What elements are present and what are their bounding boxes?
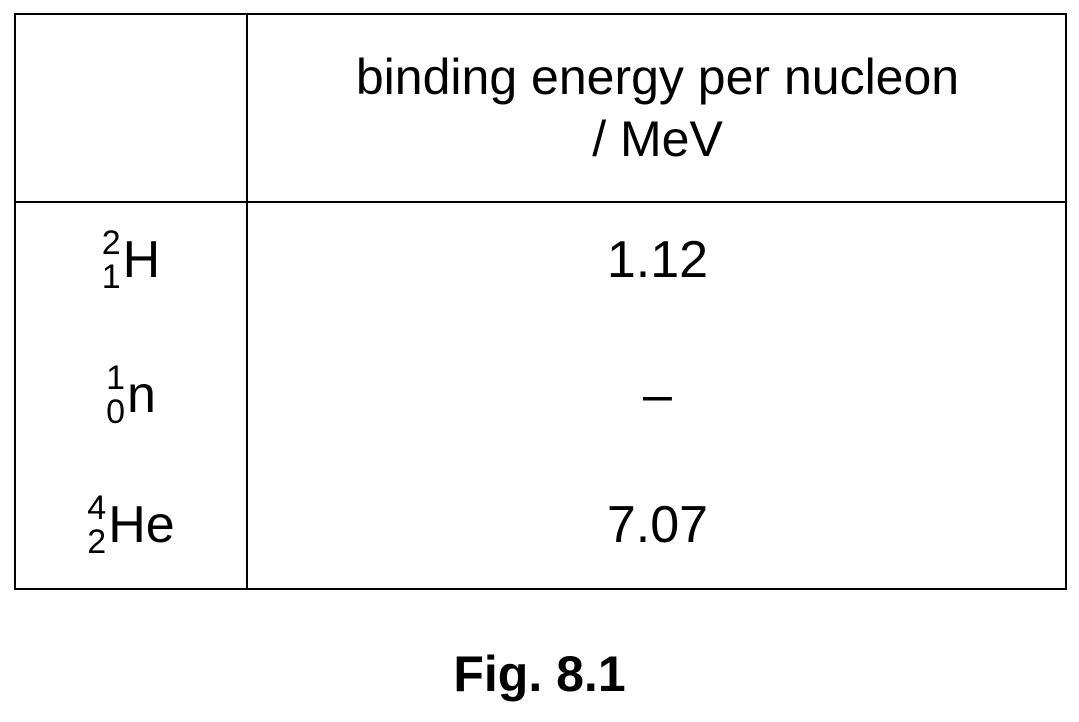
element-symbol: He: [108, 496, 175, 554]
isotope-numbers: 2 1: [102, 226, 121, 294]
atomic-number: 2: [87, 523, 107, 561]
element-symbol: n: [127, 366, 156, 424]
binding-energy-table: binding energy per nucleon / MeV 2 1 H 1…: [14, 13, 1067, 590]
binding-energy-value: 7.07: [606, 496, 709, 554]
isotope-numbers: 1 0: [106, 361, 125, 429]
binding-energy-value: –: [643, 366, 672, 424]
binding-energy-value: 1.12: [606, 231, 709, 289]
column-header: binding energy per nucleon / MeV: [248, 15, 1067, 201]
atomic-number: 1: [101, 258, 121, 296]
mass-number: 4: [87, 489, 107, 527]
column-header-line1: binding energy per nucleon: [355, 49, 960, 105]
nuclide-deuterium: 2 1 H: [16, 220, 246, 300]
element-symbol: H: [122, 231, 161, 289]
figure-caption: Fig. 8.1: [453, 646, 626, 702]
nuclide-neutron: 1 0 n: [16, 355, 246, 435]
header-divider: [16, 201, 1065, 203]
mass-number: 1: [106, 359, 125, 397]
mass-number: 2: [101, 224, 121, 262]
column-divider: [246, 15, 248, 588]
isotope-numbers: 4 2: [87, 491, 106, 559]
atomic-number: 0: [106, 393, 125, 431]
column-header-line2: / MeV: [592, 111, 723, 167]
nuclide-helium: 4 2 He: [16, 485, 246, 565]
